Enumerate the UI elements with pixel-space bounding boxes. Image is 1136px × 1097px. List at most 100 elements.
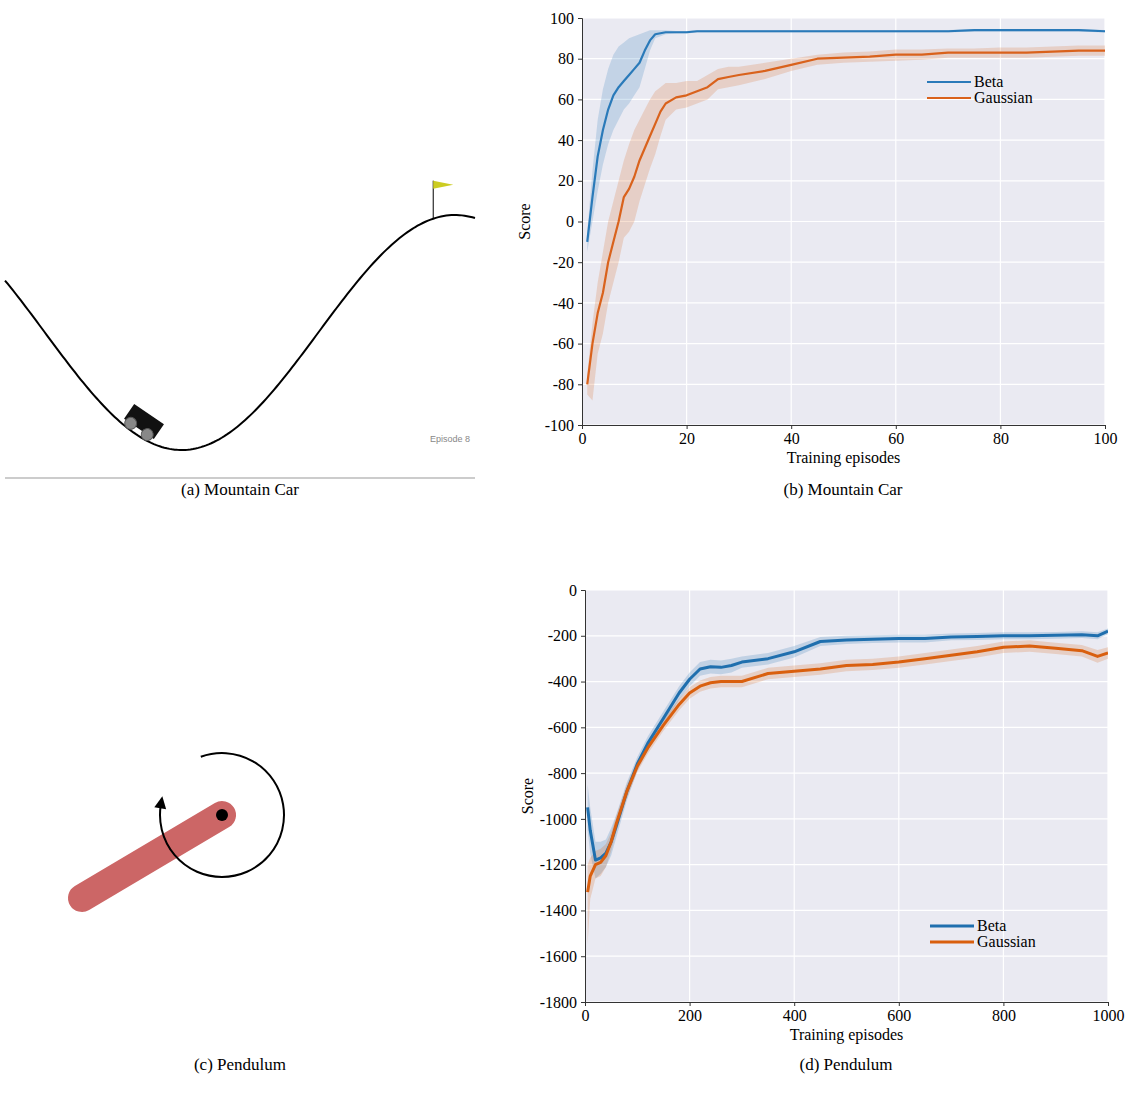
tick: -100 (545, 417, 582, 434)
tick-mark (578, 303, 582, 304)
tick: 0 (566, 213, 582, 230)
grid-line (585, 589, 1108, 590)
tick-mark (1000, 425, 1001, 429)
tick-label: -200 (548, 627, 577, 644)
series-line (587, 30, 1105, 242)
tick-mark (1108, 1002, 1109, 1006)
tick-mark (581, 865, 585, 866)
tick: 400 (783, 1002, 807, 1024)
tick-label: 0 (579, 430, 587, 447)
grid-line (585, 818, 1108, 819)
tick-mark (578, 384, 582, 385)
ground-line (5, 478, 475, 479)
tick-mark (1105, 425, 1106, 429)
tick-label: 600 (887, 1007, 911, 1024)
tick-label: -800 (548, 765, 577, 782)
tick-label: 20 (558, 172, 574, 189)
grid (582, 18, 1105, 425)
grid-line (898, 590, 899, 1002)
tick-label: -1000 (540, 811, 577, 828)
car-wheel (122, 415, 139, 432)
grid-line (585, 910, 1108, 911)
tick-label: -1600 (540, 948, 577, 965)
tick-label: 0 (582, 1007, 590, 1024)
plot-background (585, 590, 1108, 1002)
panel-caption: (a) Mountain Car (181, 480, 299, 499)
tick-mark (1003, 1002, 1004, 1006)
axis-line (586, 1003, 1109, 1007)
tick-mark (578, 181, 582, 182)
panel: 020406080100-100-80-60-40-20020406080100… (516, 10, 1118, 499)
legend-swatch (930, 925, 974, 928)
tick-label: 40 (784, 430, 800, 447)
x-axis-title: Training episodes (790, 1026, 904, 1044)
grid-line (585, 956, 1108, 957)
grid-line (582, 221, 1105, 222)
x-axis: 02004006008001000 (582, 1002, 1125, 1024)
tick: 20 (679, 425, 695, 447)
rotation-arc (160, 753, 284, 877)
tick-mark (896, 425, 897, 429)
grid (585, 590, 1108, 1002)
panel-caption: (d) Pendulum (799, 1055, 892, 1074)
tick-label: -1800 (540, 994, 577, 1011)
axis-line (578, 19, 583, 426)
tick-mark (687, 425, 688, 429)
tick-mark (581, 682, 585, 683)
tick-mark (794, 1002, 795, 1006)
tick-label: 80 (993, 430, 1009, 447)
tick: 80 (993, 425, 1009, 447)
tick-label: 60 (558, 91, 574, 108)
legend-swatch (930, 941, 974, 944)
legend-swatch (927, 81, 971, 83)
x-axis: 020406080100 (579, 425, 1118, 447)
grid-line (582, 140, 1105, 141)
tick-label: 80 (558, 50, 574, 67)
panel: Episode 8(a) Mountain Car (5, 181, 475, 499)
tick-label: 1000 (1093, 1007, 1125, 1024)
grid-line (585, 773, 1108, 774)
pendulum-rod (82, 815, 222, 898)
tick-mark (578, 222, 582, 223)
y-axis: -100-80-60-40-20020406080100 (545, 10, 583, 434)
tick-label: -400 (548, 673, 577, 690)
tick-mark (581, 956, 585, 957)
car-wheel (139, 426, 156, 443)
tick-label: 20 (679, 430, 695, 447)
series-line (587, 51, 1105, 385)
tick-mark (791, 425, 792, 429)
tick: 60 (888, 425, 904, 447)
tick-mark (581, 590, 585, 591)
tick-mark (578, 18, 582, 19)
x-axis-title: Training episodes (787, 449, 901, 467)
pivot (216, 809, 228, 821)
tick-mark (578, 59, 582, 60)
tick: -600 (548, 719, 585, 736)
tick-label: 800 (992, 1007, 1016, 1024)
grid-line (582, 180, 1105, 181)
tick-label: 0 (566, 213, 574, 230)
tick-label: 40 (558, 132, 574, 149)
tick: 1000 (1093, 1002, 1125, 1024)
plot-area (587, 29, 1105, 401)
grid-line (689, 590, 690, 1002)
grid-line (582, 17, 1105, 18)
tick-mark (581, 1002, 585, 1003)
tick: 40 (558, 132, 582, 149)
legend: BetaGaussian (930, 917, 1036, 950)
spread-band (587, 45, 1105, 400)
tick: 0 (582, 1002, 590, 1024)
tick: 80 (558, 50, 582, 67)
tick: 20 (558, 172, 582, 189)
tick: -80 (553, 376, 582, 393)
tick-label: -100 (545, 417, 574, 434)
tick-mark (578, 262, 582, 263)
legend: BetaGaussian (927, 73, 1033, 106)
tick: -400 (548, 673, 585, 690)
tick-mark (581, 727, 585, 728)
plot-area (588, 628, 1108, 944)
series-line (588, 646, 1108, 892)
y-axis-title: Score (516, 203, 533, 239)
tick: -20 (553, 254, 582, 271)
legend-swatch (927, 97, 971, 99)
